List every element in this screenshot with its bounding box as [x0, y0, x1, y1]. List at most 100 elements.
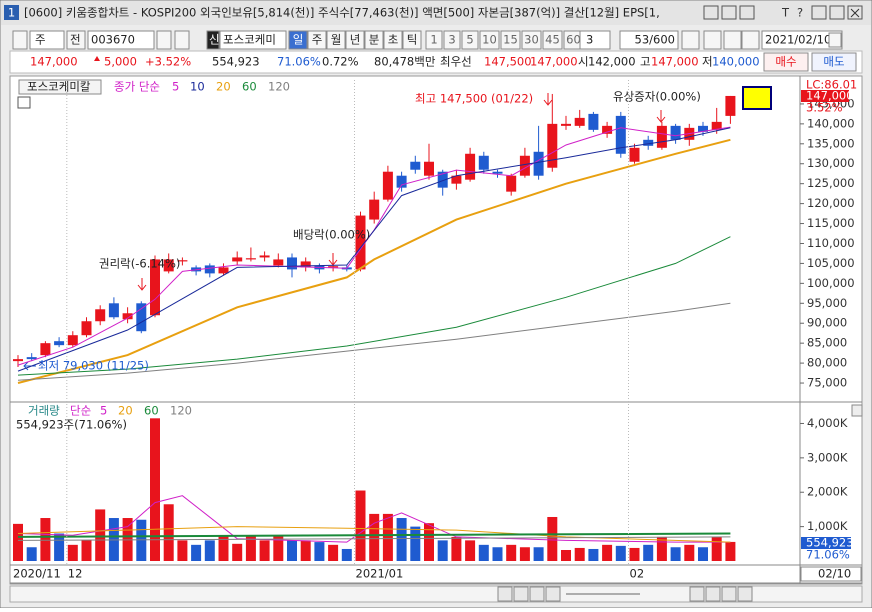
- candle-body: [259, 255, 270, 258]
- candle-body: [232, 257, 243, 262]
- code-input[interactable]: [87, 30, 155, 50]
- scroll-button[interactable]: [545, 586, 561, 602]
- interval-button[interactable]: [542, 30, 563, 50]
- up-arrow: [94, 56, 100, 61]
- tool-button[interactable]: [703, 30, 722, 50]
- legend-entry: 5: [100, 404, 107, 418]
- scroll-button[interactable]: [497, 586, 513, 602]
- candle-body: [177, 260, 188, 262]
- annotation: 최저 79,030 (11/25): [38, 359, 149, 373]
- unit-button[interactable]: [326, 30, 346, 50]
- candle-body: [547, 123, 558, 168]
- unit-button[interactable]: [345, 30, 365, 50]
- ma-line: [17, 536, 731, 541]
- grid-icon[interactable]: [17, 96, 31, 109]
- count-input[interactable]: [619, 30, 679, 50]
- window-button[interactable]: [721, 5, 737, 20]
- window-button[interactable]: [703, 5, 719, 20]
- candle-body: [478, 155, 489, 170]
- y-tick-label: 95,000: [807, 296, 847, 310]
- volume-bar: [13, 523, 23, 561]
- last-price-box: [801, 90, 849, 102]
- interval-button[interactable]: [521, 30, 542, 50]
- buy-button[interactable]: [763, 52, 809, 72]
- date-input[interactable]: [761, 30, 843, 50]
- ma-line: [17, 127, 731, 372]
- candle-body: [643, 139, 654, 146]
- volume-bar: [355, 490, 366, 561]
- volume-bar: [643, 544, 654, 561]
- maximize-button[interactable]: [829, 5, 845, 20]
- legend-entry: 60: [144, 404, 159, 418]
- name-icon: [206, 30, 220, 50]
- candle-body: [54, 341, 65, 346]
- interval-button[interactable]: [461, 30, 479, 50]
- volume-bar: [506, 544, 517, 561]
- candle-body: [40, 343, 51, 356]
- volume-bar: [191, 544, 202, 561]
- volume-bar: [437, 540, 448, 561]
- interval-button[interactable]: [500, 30, 521, 50]
- tool-button[interactable]: [705, 586, 721, 602]
- volume-bar: [54, 533, 65, 561]
- custom-interval[interactable]: [579, 30, 611, 50]
- quote-amount: 80,478백만: [374, 55, 436, 69]
- close-button[interactable]: [847, 5, 863, 20]
- period-select-text: 주: [35, 33, 46, 47]
- unit-button[interactable]: [364, 30, 384, 50]
- tool-button[interactable]: [723, 30, 742, 50]
- interval-button[interactable]: [443, 30, 461, 50]
- tool-button[interactable]: [721, 586, 737, 602]
- window-number: 1: [8, 6, 15, 20]
- interval-button[interactable]: [425, 30, 443, 50]
- quote-ask: 147,500: [484, 55, 532, 69]
- legend-entry: 10: [190, 80, 205, 94]
- stop-button[interactable]: [529, 586, 545, 602]
- candle-body: [273, 259, 284, 266]
- candle-body: [396, 175, 407, 188]
- volume-bar: [656, 536, 667, 561]
- quote-low-label: 저: [702, 55, 713, 69]
- x-tick-label: 2020/11: [13, 567, 61, 581]
- unit-button[interactable]: [288, 30, 308, 50]
- menu-button[interactable]: [12, 30, 28, 50]
- tool-button[interactable]: [689, 586, 705, 602]
- date-text: 2021/02/10: [765, 33, 831, 47]
- volume-bar: [218, 535, 229, 561]
- volume-bar: [287, 540, 297, 561]
- volume-bar: [711, 536, 722, 561]
- sell-button[interactable]: [811, 52, 857, 72]
- volume-bar: [259, 540, 270, 561]
- y-tick-label: 75,000: [807, 376, 847, 390]
- window-button[interactable]: [739, 5, 755, 20]
- unit-button[interactable]: [383, 30, 403, 50]
- candle-body: [204, 265, 215, 274]
- mode-button[interactable]: [66, 30, 86, 50]
- volume-bar: [314, 542, 325, 561]
- unit-button-text: 년: [350, 33, 361, 47]
- minimize-button[interactable]: [811, 5, 827, 20]
- volume-bar: [684, 544, 695, 561]
- unit-button[interactable]: [307, 30, 327, 50]
- search-button[interactable]: [156, 30, 172, 50]
- scroll-up[interactable]: [851, 404, 863, 417]
- interval-button-text: 1: [430, 33, 437, 47]
- candle-body: [218, 267, 229, 274]
- calendar-button[interactable]: [828, 32, 842, 48]
- sound-button[interactable]: [174, 30, 190, 50]
- unit-button-text: 일: [293, 33, 304, 47]
- tool-button[interactable]: [681, 30, 700, 50]
- period-select[interactable]: [29, 30, 65, 50]
- y-tick-label: 115,000: [807, 216, 855, 230]
- scroll-button[interactable]: [513, 586, 529, 602]
- volume-bar: [177, 540, 188, 561]
- candle-body: [382, 171, 393, 200]
- volume-bar: [369, 513, 380, 561]
- unit-button[interactable]: [402, 30, 422, 50]
- interval-button[interactable]: [479, 30, 500, 50]
- candle-body: [451, 175, 462, 184]
- volume-bar: [533, 547, 544, 561]
- volume-bar: [410, 526, 421, 561]
- tool-button[interactable]: [737, 586, 753, 602]
- tool-button[interactable]: [741, 30, 760, 50]
